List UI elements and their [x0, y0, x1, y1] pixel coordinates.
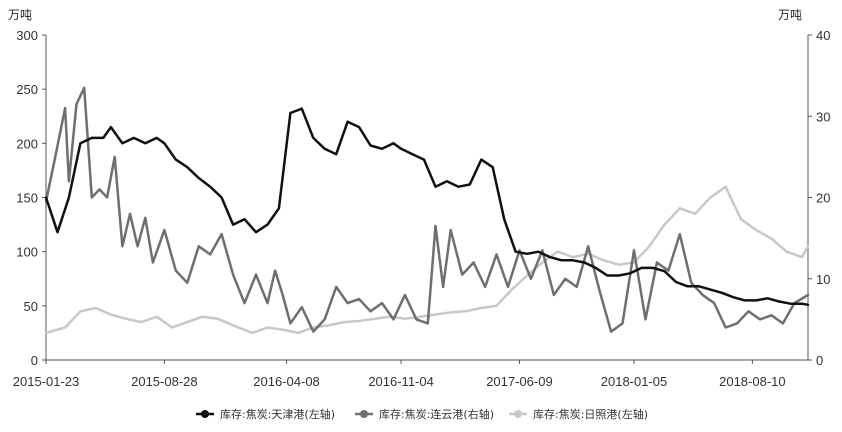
- legend-swatch-marker: [514, 410, 522, 418]
- left-tick-label: 100: [16, 245, 38, 260]
- x-tick-label: 2018-08-10: [719, 374, 786, 389]
- left-tick-label: 150: [16, 191, 38, 206]
- left-axis-unit: 万吨: [8, 8, 32, 22]
- left-tick-label: 300: [16, 28, 38, 43]
- series-line-2: [44, 185, 810, 335]
- left-tick-label: 50: [24, 299, 38, 314]
- x-tick-label: 2016-04-08: [253, 374, 320, 389]
- legend-label: 库存:焦炭:日照港(左轴): [533, 407, 648, 421]
- right-axis-unit: 万吨: [778, 8, 802, 22]
- right-tick-label: 30: [816, 109, 830, 124]
- series-line-0: [44, 107, 810, 307]
- x-tick-label: 2016-11-04: [368, 374, 434, 389]
- legend-swatch-marker: [360, 410, 368, 418]
- legend-label: 库存:焦炭:连云港(右轴): [379, 407, 494, 421]
- x-axis-ticks: 2015-01-23 2015-08-28 2016-04-08 2016-11-04…: [13, 360, 786, 389]
- x-tick-label: 2015-01-23: [13, 374, 80, 389]
- series-line-1: [44, 86, 810, 333]
- x-tick-label: 2017-06-09: [486, 374, 553, 389]
- left-tick-label: 0: [31, 353, 38, 368]
- x-tick-label: 2015-08-28: [131, 374, 198, 389]
- x-tick-label: 2018-01-05: [601, 374, 668, 389]
- right-tick-label: 10: [816, 272, 830, 287]
- series-layer: [44, 86, 810, 335]
- right-tick-label: 40: [816, 28, 830, 43]
- legend-label: 库存:焦炭:天津港(左轴): [220, 407, 335, 421]
- legend-swatch-marker: [201, 410, 209, 418]
- legend: 库存:焦炭:天津港(左轴) 库存:焦炭:连云港(右轴) 库存:焦炭:日照港(左轴): [196, 407, 648, 421]
- right-axis-ticks: 0 10 20 30 40: [808, 28, 830, 368]
- left-tick-label: 200: [16, 136, 38, 151]
- right-tick-label: 20: [816, 191, 830, 206]
- left-axis-ticks: 0 50 100 150 200 250 300: [16, 28, 46, 368]
- left-tick-label: 250: [16, 82, 38, 97]
- right-tick-label: 0: [816, 353, 823, 368]
